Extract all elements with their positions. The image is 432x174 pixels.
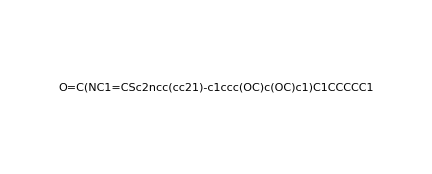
Text: O=C(NC1=CSc2ncc(cc21)-c1ccc(OC)c(OC)c1)C1CCCCC1: O=C(NC1=CSc2ncc(cc21)-c1ccc(OC)c(OC)c1)C… xyxy=(58,82,374,92)
